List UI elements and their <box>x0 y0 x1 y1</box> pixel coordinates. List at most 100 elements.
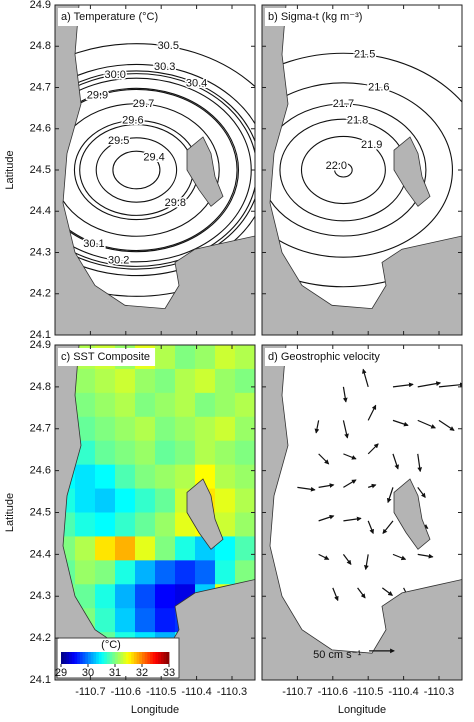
panel-title: a) Temperature (°C) <box>61 11 158 23</box>
velocity-vector <box>343 479 357 488</box>
y-tick-label: 24.9 <box>30 339 51 351</box>
contour-label: 22.0 <box>326 160 347 172</box>
heat-cell <box>235 440 255 466</box>
colorbar-segment <box>128 652 132 664</box>
contour-label: 21.9 <box>361 139 382 151</box>
colorbar-tick-label: 33 <box>163 667 175 679</box>
velocity-vector <box>417 487 426 499</box>
x-axis-label: Longitude <box>131 704 179 716</box>
y-tick-label: 24.2 <box>30 288 51 300</box>
colorbar-segment <box>150 652 154 664</box>
panel-title-box <box>58 348 156 366</box>
contour-label: 30.0 <box>104 69 125 81</box>
colorbar-segment <box>144 652 148 664</box>
contour-line <box>262 103 427 237</box>
heat-cell <box>95 392 116 418</box>
heat-cell <box>155 608 176 633</box>
velocity-vector <box>367 404 377 421</box>
heat-cell <box>115 608 136 633</box>
y-tick-label: 24.3 <box>30 246 51 258</box>
panel <box>55 345 255 680</box>
heat-cell <box>155 464 176 490</box>
colorbar-segment <box>155 652 159 664</box>
contour-label: 29.6 <box>122 114 143 126</box>
panel-title: c) SST Composite <box>61 351 150 363</box>
heat-cell <box>155 416 176 442</box>
heat-cell <box>135 488 156 513</box>
heat-cell <box>155 345 176 370</box>
heat-cell <box>235 512 255 537</box>
heat-cell <box>175 440 196 466</box>
velocity-vector <box>342 386 348 403</box>
x-tick-label: -110.7 <box>282 686 312 698</box>
y-tick-label: 24.1 <box>30 674 51 686</box>
contour-line <box>55 87 240 253</box>
contour-label: 21.7 <box>333 98 354 110</box>
colorbar-segment <box>101 652 105 664</box>
contour-line <box>55 88 238 252</box>
contour-label: 29.9 <box>87 90 108 102</box>
colorbar-tick-label: 31 <box>109 667 121 679</box>
colorbar-tick-label: 30 <box>82 667 94 679</box>
x-axis-label: Longitude <box>338 704 386 716</box>
heat-cell <box>215 560 236 585</box>
panel-frame <box>54 344 256 681</box>
colorbar-segment <box>139 652 143 664</box>
heat-cell <box>135 608 156 633</box>
velocity-vector <box>417 553 434 559</box>
heat-cell <box>215 512 236 537</box>
heat-cell <box>235 464 255 490</box>
contour-line <box>55 63 255 277</box>
panel <box>55 5 255 335</box>
colorbar-segment <box>136 652 140 664</box>
heat-cell <box>155 368 176 394</box>
y-tick-label: 24.5 <box>30 164 51 176</box>
heat-cell <box>195 560 216 585</box>
velocity-vector <box>367 520 374 535</box>
velocity-vector <box>318 483 335 488</box>
contour-line <box>300 135 386 205</box>
x-tick-label: -110.5 <box>353 686 383 698</box>
colorbar-segment <box>79 652 83 664</box>
colorbar-label: (°C) <box>101 639 121 651</box>
y-tick-label: 24.8 <box>30 381 51 393</box>
panel <box>262 345 462 680</box>
heat-cell <box>115 416 136 442</box>
y-tick-label: 24.6 <box>30 123 51 135</box>
panel-frame <box>261 4 463 336</box>
heat-cell <box>155 536 176 561</box>
colorbar-segment <box>131 652 135 664</box>
heat-cell <box>115 536 136 561</box>
velocity-vector <box>318 553 330 560</box>
y-tick-label: 24.9 <box>30 0 51 11</box>
heat-cell <box>175 560 196 585</box>
x-tick-label: -110.3 <box>424 686 454 698</box>
heat-cell <box>95 584 116 609</box>
heat-cell <box>235 345 255 370</box>
heat-cell <box>95 560 116 585</box>
velocity-vector <box>332 587 339 602</box>
heat-cell <box>155 392 176 418</box>
velocity-vector <box>392 419 409 427</box>
heat-cell <box>215 440 236 466</box>
heat-cell <box>175 464 196 490</box>
island <box>186 136 224 207</box>
panel-title-box <box>265 8 368 26</box>
contour-label: 21.6 <box>368 81 389 93</box>
velocity-vector <box>343 516 362 522</box>
contour-label: 30.5 <box>158 40 179 52</box>
velocity-vector <box>392 453 399 470</box>
panel-frame <box>261 344 463 681</box>
heat-cell <box>175 368 196 394</box>
velocity-vector <box>318 514 335 522</box>
heat-cell <box>115 440 136 466</box>
heat-cell <box>95 488 116 513</box>
heat-cell <box>115 368 136 394</box>
heat-cell <box>95 464 116 490</box>
heat-cell <box>75 392 96 418</box>
heat-cell <box>135 392 156 418</box>
heat-cell <box>215 536 236 561</box>
heat-cell <box>215 368 236 394</box>
heat-cell <box>95 440 116 466</box>
heat-cell <box>95 536 116 561</box>
